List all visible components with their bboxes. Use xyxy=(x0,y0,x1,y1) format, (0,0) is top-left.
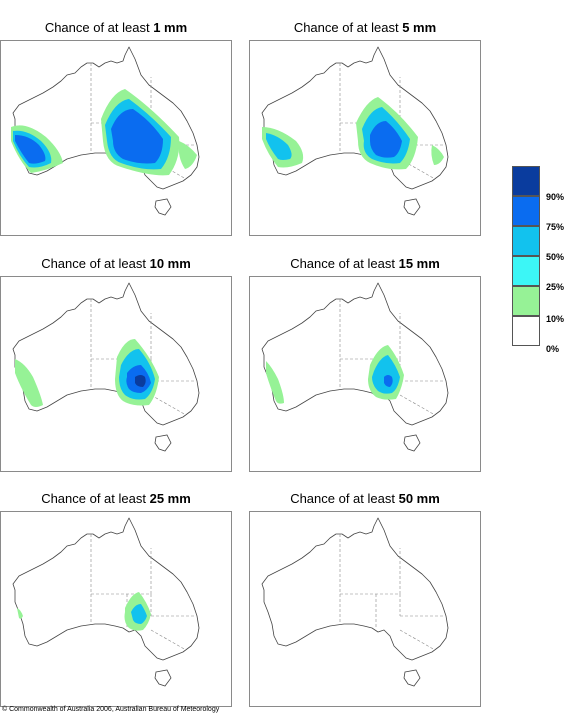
panel-5mm: Chance of at least 5 mm xyxy=(249,16,481,236)
australia-outline xyxy=(12,282,200,426)
panel-title: Chance of at least 25 mm xyxy=(41,491,191,506)
australia-outline xyxy=(12,46,200,190)
legend-swatch-75 xyxy=(512,196,540,226)
panel-title: Chance of at least 1 mm xyxy=(44,20,188,35)
panel-1mm: Chance of at least 1 mm xyxy=(0,16,232,236)
rainfall-map-1mm xyxy=(0,40,232,236)
australia-outline xyxy=(261,282,449,426)
legend-label-25: 25% xyxy=(546,282,565,292)
australia-outline xyxy=(12,517,200,661)
rain-probability-shading xyxy=(15,339,159,407)
tasmania-outline xyxy=(403,434,421,452)
legend-swatch-25 xyxy=(512,256,540,286)
panel-title: Chance of at least 15 mm xyxy=(290,256,440,271)
rain-probability-shading xyxy=(266,345,404,404)
panel-25mm: Chance of at least 25 mm xyxy=(0,487,232,707)
legend-swatch-10 xyxy=(512,286,540,316)
tasmania-outline xyxy=(154,669,172,687)
panel-15mm: Chance of at least 15 mm xyxy=(249,252,481,472)
legend-swatch-0 xyxy=(512,316,540,346)
legend-label-90: 90% xyxy=(546,192,565,202)
rain-probability-shading xyxy=(17,592,151,631)
australia-outline xyxy=(261,46,449,190)
state-borders xyxy=(339,534,444,651)
rainfall-map-25mm xyxy=(0,511,232,707)
state-borders xyxy=(339,299,444,416)
legend-swatch-50 xyxy=(512,226,540,256)
tasmania-outline xyxy=(154,434,172,452)
panel-title: Chance of at least 10 mm xyxy=(41,256,191,271)
australia-outline xyxy=(261,517,449,661)
legend-label-10: 10% xyxy=(546,314,565,324)
panel-10mm: Chance of at least 10 mm xyxy=(0,252,232,472)
state-borders xyxy=(90,534,195,651)
panel-title: Chance of at least 50 mm xyxy=(290,491,440,506)
tasmania-outline xyxy=(403,198,421,216)
rainfall-map-50mm xyxy=(249,511,481,707)
tasmania-outline xyxy=(403,669,421,687)
legend-label-50: 50% xyxy=(546,252,565,262)
rainfall-map-5mm xyxy=(249,40,481,236)
tasmania-outline xyxy=(154,198,172,216)
panel-title: Chance of at least 5 mm xyxy=(293,20,437,35)
rain-probability-shading xyxy=(262,97,444,170)
panel-50mm: Chance of at least 50 mm xyxy=(249,487,481,707)
rainfall-map-15mm xyxy=(249,276,481,472)
rain-probability-shading xyxy=(11,89,197,176)
legend-label-0: 0% xyxy=(546,344,560,354)
copyright-notice: © Commonwealth of Australia 2006, Austra… xyxy=(2,706,220,713)
legend-swatch-90 xyxy=(512,166,540,196)
rainfall-map-10mm xyxy=(0,276,232,472)
legend-label-75: 75% xyxy=(546,222,565,232)
state-borders xyxy=(90,299,195,416)
